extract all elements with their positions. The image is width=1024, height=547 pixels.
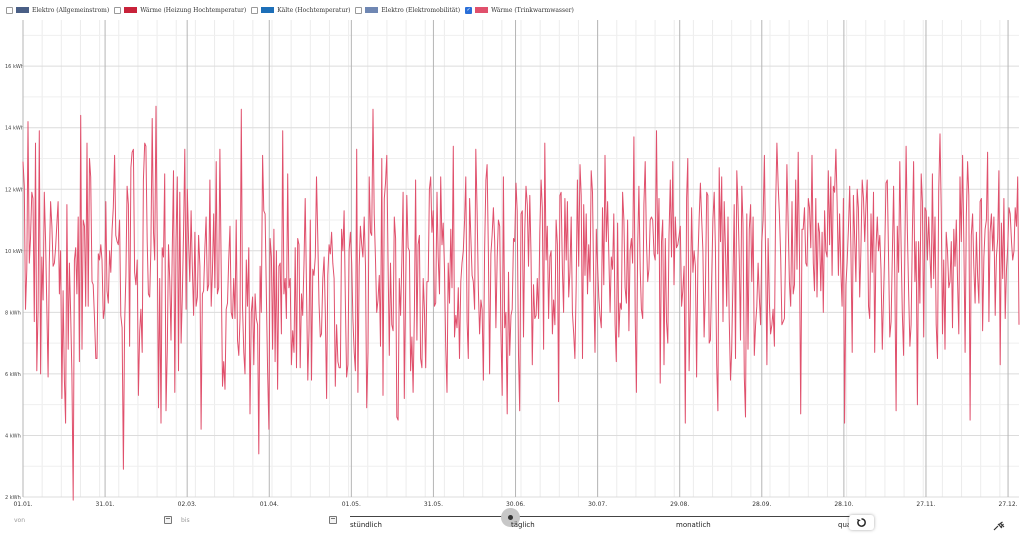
legend-checkbox[interactable] — [114, 6, 122, 14]
line-chart: 2 kWh 4 kWh 6 kWh 8 kWh 10 kWh 12 kWh 14 kWh 16… — [5, 20, 1020, 508]
legend-item[interactable]: Wärme (Heizung Hochtemperatur) — [114, 6, 247, 14]
y-tick-label: 6 kWh — [5, 372, 21, 378]
legend-item[interactable]: Elektro (Allgemeinstrom) — [6, 6, 110, 14]
x-tick-label: 27.12. — [999, 501, 1018, 508]
granularity-slider-thumb[interactable] — [501, 508, 520, 527]
legend-swatch — [365, 7, 379, 13]
legend-checkbox[interactable] — [6, 6, 13, 14]
reset-icon — [856, 518, 866, 527]
pin-button[interactable] — [993, 516, 1007, 531]
legend-label: Elektro (Allgemeinstrom) — [32, 6, 110, 14]
y-tick-label: 16 kWh — [5, 64, 24, 70]
legend-swatch — [475, 7, 489, 13]
x-tick-label: 30.07. — [588, 501, 607, 508]
x-tick-label: 01.04. — [260, 501, 279, 508]
legend-checkbox[interactable]: ✓ — [465, 6, 473, 14]
legend-label: Wärme (Trinkwarmwasser) — [491, 6, 574, 14]
legend-checkbox[interactable] — [355, 6, 363, 14]
legend-item[interactable]: ✓ Wärme (Trinkwarmwasser) — [465, 6, 574, 14]
y-tick-label: 12 kWh — [5, 187, 24, 193]
x-tick-label: 02.03. — [178, 501, 197, 508]
y-tick-label: 14 kWh — [5, 126, 24, 132]
x-tick-label: 31.05. — [424, 501, 443, 508]
date-from-input[interactable]: von — [14, 517, 26, 524]
pin-icon — [993, 521, 1005, 531]
x-tick-label: 01.01. — [13, 501, 32, 508]
legend-label: Wärme (Heizung Hochtemperatur) — [140, 6, 247, 14]
chart-controls: von bis stündlich täglich monatlich quar — [0, 508, 1024, 547]
x-tick-label: 27.11. — [916, 501, 935, 508]
y-tick-label: 4 kWh — [5, 433, 21, 439]
legend-swatch — [261, 7, 275, 13]
granularity-slider-track[interactable] — [350, 516, 850, 517]
legend-checkbox[interactable] — [251, 6, 259, 14]
granularity-option-hourly[interactable]: stündlich — [350, 521, 382, 529]
calendar-icon[interactable] — [164, 516, 172, 524]
x-tick-label: 31.01. — [96, 501, 115, 508]
legend-swatch — [124, 7, 138, 13]
chart-legend: Elektro (Allgemeinstrom) Wärme (Heizung H… — [6, 4, 579, 16]
calendar-icon[interactable] — [329, 516, 337, 524]
x-tick-label: 30.06. — [506, 501, 525, 508]
granularity-option-daily[interactable]: täglich — [511, 521, 535, 529]
legend-item[interactable]: Elektro (Elektromobilität) — [355, 6, 461, 14]
x-tick-label: 28.10. — [834, 501, 853, 508]
legend-label: Kälte (Hochtemperatur) — [277, 6, 351, 14]
granularity-option-quarterly[interactable]: quar — [838, 521, 855, 529]
y-tick-label: 2 kWh — [5, 495, 21, 501]
series-line — [22, 105, 1020, 501]
x-tick-label: 28.09. — [752, 501, 771, 508]
granularity-option-monthly[interactable]: monatlich — [676, 521, 711, 529]
reset-zoom-button[interactable] — [849, 515, 874, 530]
y-tick-label: 8 kWh — [5, 310, 21, 316]
legend-swatch — [16, 7, 29, 13]
legend-label: Elektro (Elektromobilität) — [381, 6, 461, 14]
y-tick-label: 10 kWh — [5, 249, 24, 255]
legend-item[interactable]: Kälte (Hochtemperatur) — [251, 6, 351, 14]
date-to-input[interactable]: bis — [181, 517, 190, 524]
x-tick-label: 01.05. — [342, 501, 361, 508]
x-tick-label: 29.08. — [670, 501, 689, 508]
